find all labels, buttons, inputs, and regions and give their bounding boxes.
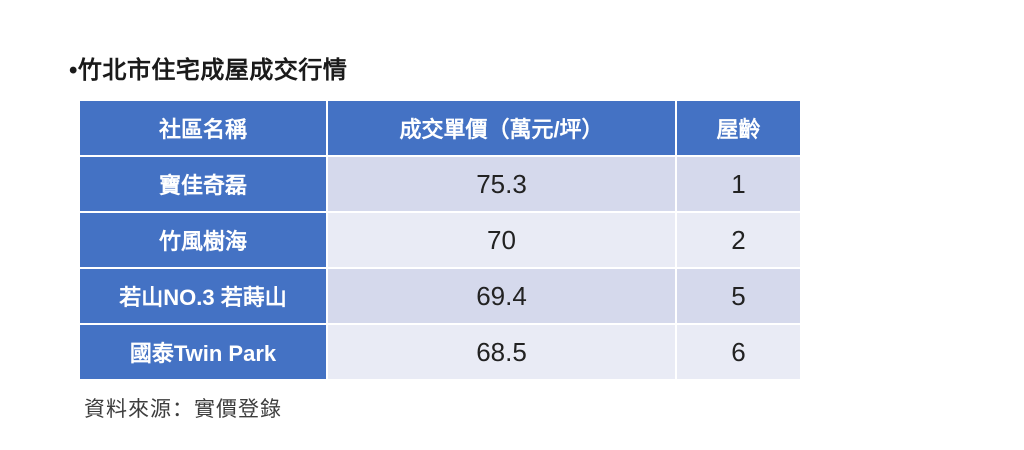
unit-price-cell: 75.3	[326, 155, 677, 213]
table-row: 寶佳奇磊 75.3 1	[78, 155, 802, 213]
table-row: 竹風樹海 70 2	[78, 211, 802, 269]
community-name-cell: 竹風樹海	[78, 211, 328, 269]
house-age-cell: 1	[675, 155, 802, 213]
house-age-cell: 6	[675, 323, 802, 381]
column-header-community: 社區名稱	[78, 99, 328, 157]
unit-price-cell: 69.4	[326, 267, 677, 325]
community-name-cell: 寶佳奇磊	[78, 155, 328, 213]
column-header-house-age: 屋齡	[675, 99, 802, 157]
unit-price-cell: 68.5	[326, 323, 677, 381]
community-name-cell: 若山NO.3 若蒔山	[78, 267, 328, 325]
page-title: •竹北市住宅成屋成交行情	[69, 57, 348, 84]
house-age-cell: 5	[675, 267, 802, 325]
table-row: 國泰Twin Park 68.5 6	[78, 323, 802, 381]
table-row: 若山NO.3 若蒔山 69.4 5	[78, 267, 802, 325]
column-header-unit-price: 成交單價（萬元/坪）	[326, 99, 677, 157]
price-table: 社區名稱 成交單價（萬元/坪） 屋齡 寶佳奇磊 75.3 1 竹風樹海 70 2…	[78, 99, 802, 381]
community-name-cell: 國泰Twin Park	[78, 323, 328, 381]
house-age-cell: 2	[675, 211, 802, 269]
table-header-row: 社區名稱 成交單價（萬元/坪） 屋齡	[78, 99, 802, 157]
unit-price-cell: 70	[326, 211, 677, 269]
source-note: 資料來源：實價登錄	[84, 398, 282, 421]
